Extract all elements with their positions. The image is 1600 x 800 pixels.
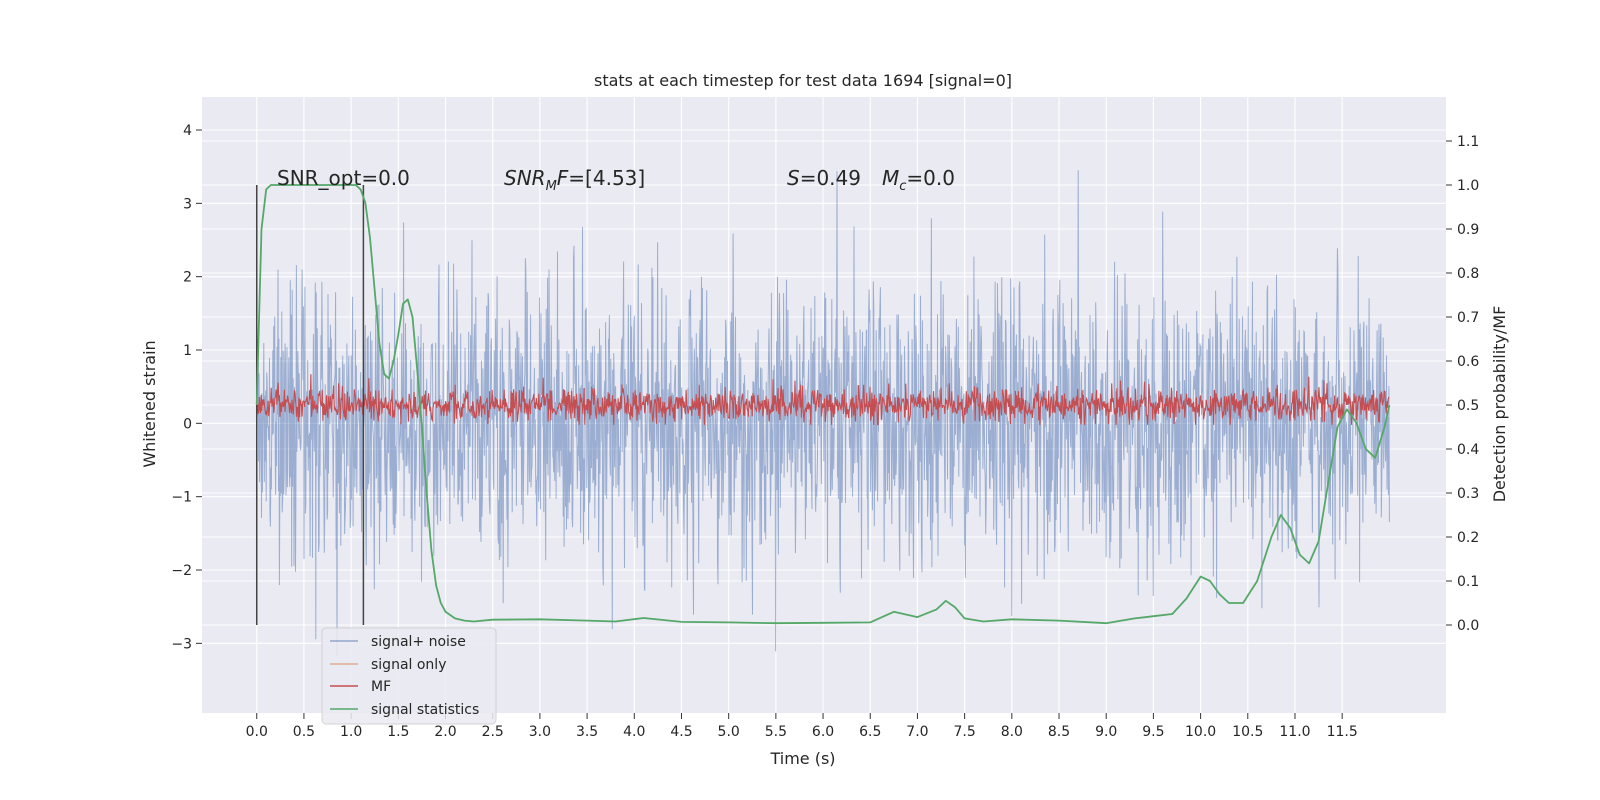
y-axis-ticks: −3 −2 −1 0 1 2 3 4 [171, 123, 202, 652]
y-tick-label: 2 [183, 270, 192, 286]
y2-tick-label: 0.3 [1457, 486, 1479, 502]
y-tick-label: −3 [171, 636, 192, 652]
snr-mf-value: =[4.53] [568, 166, 645, 190]
x-tick-label: 3.5 [576, 724, 598, 740]
legend: signal+ noise signal only MF signal stat… [321, 627, 497, 725]
y-tick-label: 3 [183, 196, 192, 212]
x-tick-label: 10.0 [1185, 724, 1216, 740]
y2-tick-label: 0.8 [1457, 266, 1479, 282]
mf-trace [256, 374, 1390, 426]
x-tick-label: 11.5 [1327, 724, 1358, 740]
chart-title: stats at each timestep for test data 169… [594, 71, 1012, 90]
x-tick-label: 10.5 [1232, 724, 1263, 740]
annotation-snr-opt: SNR_opt=0.0 [277, 166, 410, 190]
y2-axis-ticks: 0.0 0.1 0.2 0.3 0.4 0.5 0.6 0.7 0.8 0.9 1.0 1.1 [1446, 134, 1479, 634]
y2-tick-label: 0.5 [1457, 398, 1479, 414]
y2-axis-title: Detection probability/MF [1490, 306, 1509, 503]
y2-tick-label: 1.0 [1457, 178, 1479, 194]
s-value: =0.49 [800, 166, 861, 190]
annotation-snr-mf: SNRMF=[4.53] [504, 166, 645, 194]
x-axis-ticks: 0.0 0.5 1.0 1.5 2.0 2.5 3.0 3.5 4.0 4.5 5.0 5.5 6.0 6… [246, 713, 1358, 740]
y2-tick-label: 0.4 [1457, 442, 1479, 458]
y-tick-label: 0 [183, 416, 192, 432]
y2-tick-label: 0.9 [1457, 222, 1479, 238]
signal-noise-trace [256, 170, 1390, 656]
x-tick-label: 2.5 [482, 724, 504, 740]
signal-statistics-line [255, 184, 1391, 625]
legend-box [321, 627, 497, 725]
y-axis-title: Whitened strain [140, 340, 159, 467]
y2-tick-label: 0.0 [1457, 618, 1479, 634]
annotation-s-value: S=0.49 [787, 166, 861, 190]
y2-tick-label: 0.1 [1457, 574, 1479, 590]
y2-tick-label: 1.1 [1457, 134, 1479, 150]
x-tick-label: 1.0 [340, 724, 362, 740]
series-signal-statistics [255, 184, 1391, 625]
x-tick-label: 5.5 [765, 724, 787, 740]
legend-label-signal-noise: signal+ noise [371, 634, 466, 650]
y-tick-label: −1 [171, 490, 192, 506]
x-tick-label: 1.5 [387, 724, 409, 740]
legend-label-mf: MF [371, 679, 391, 695]
x-tick-label: 8.5 [1048, 724, 1070, 740]
x-tick-label: 4.5 [670, 724, 692, 740]
x-tick-label: 5.0 [718, 724, 740, 740]
series-signal-noise [256, 170, 1390, 656]
y-tick-label: 4 [183, 123, 192, 139]
x-axis-title: Time (s) [769, 749, 835, 768]
x-tick-label: 3.0 [529, 724, 551, 740]
x-tick-label: 7.5 [954, 724, 976, 740]
y-tick-label: −2 [171, 563, 192, 579]
x-tick-label: 7.0 [906, 724, 928, 740]
x-tick-label: 6.5 [859, 724, 881, 740]
x-tick-label: 8.0 [1001, 724, 1023, 740]
y2-tick-label: 0.6 [1457, 354, 1479, 370]
legend-label-signal-only: signal only [371, 657, 446, 673]
y2-tick-label: 0.7 [1457, 310, 1479, 326]
x-tick-label: 11.0 [1279, 724, 1310, 740]
x-tick-label: 0.0 [246, 724, 268, 740]
x-tick-label: 9.0 [1095, 724, 1117, 740]
mc-value: =0.0 [906, 166, 955, 190]
x-tick-label: 9.5 [1142, 724, 1164, 740]
x-tick-label: 0.5 [293, 724, 315, 740]
x-tick-label: 4.0 [623, 724, 645, 740]
y-tick-label: 1 [183, 343, 192, 359]
legend-label-signal-statistics: signal statistics [371, 702, 479, 718]
x-tick-label: 2.0 [434, 724, 456, 740]
annotation-mc-value: Mc=0.0 [882, 166, 955, 194]
y2-tick-label: 0.2 [1457, 530, 1479, 546]
series-mf [256, 374, 1390, 426]
x-tick-label: 6.0 [812, 724, 834, 740]
